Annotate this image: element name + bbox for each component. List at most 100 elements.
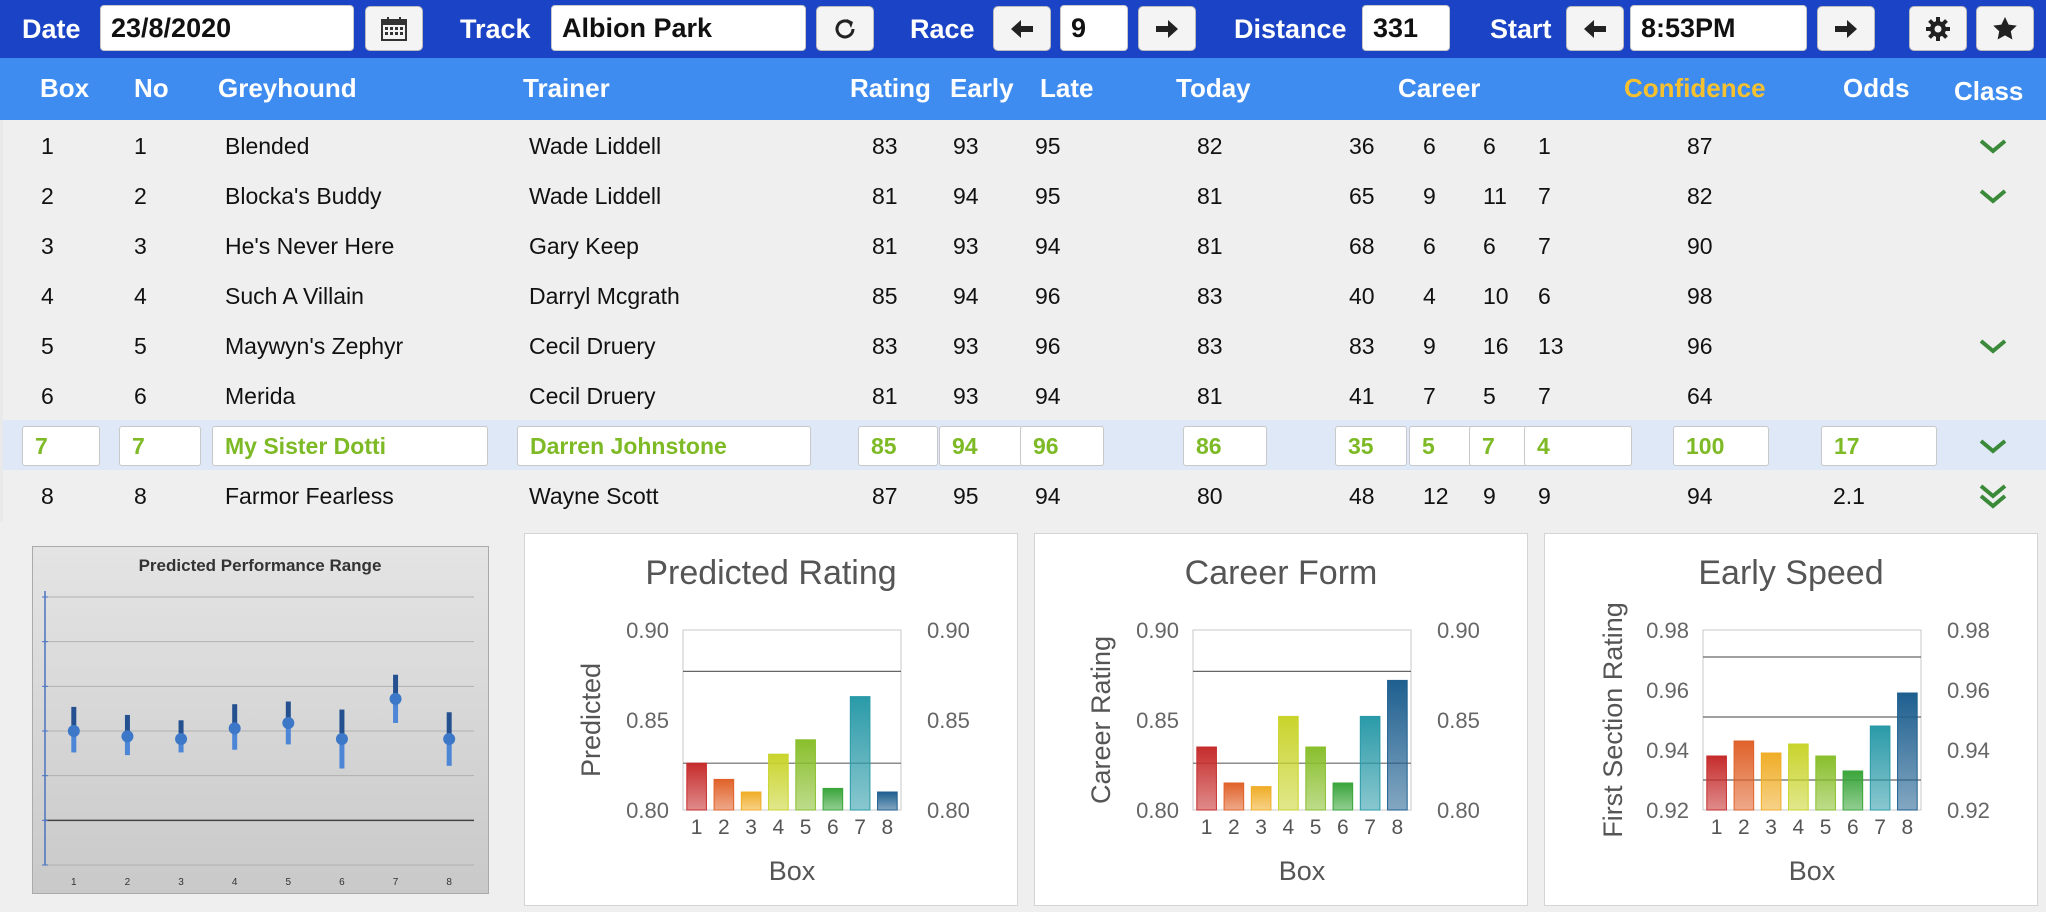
- col-box[interactable]: Box: [40, 73, 90, 103]
- start-label: Start: [1490, 14, 1552, 44]
- runner-early[interactable]: 94: [939, 426, 1023, 466]
- x-tick-label: 7: [1364, 816, 1376, 839]
- runner-today: 82: [1197, 133, 1223, 159]
- table-row[interactable]: 7 7 My Sister Dotti Darren Johnstone 85 94 96 8…: [3, 420, 2046, 470]
- col-trainer[interactable]: Trainer: [523, 73, 610, 103]
- calendar-button[interactable]: [365, 6, 423, 51]
- bar: [713, 778, 735, 811]
- y-tick-label: 0.92: [1646, 798, 1689, 823]
- runner-number: 6: [134, 383, 147, 409]
- runner-career-starts: 83: [1349, 333, 1375, 359]
- col-early[interactable]: Early: [950, 73, 1014, 103]
- y2-tick-label: 0.85: [1437, 708, 1480, 733]
- start-next-button[interactable]: [1817, 6, 1875, 51]
- runner-early: 93: [953, 383, 979, 409]
- y2-tick-label: 0.90: [927, 618, 970, 643]
- start-prev-button[interactable]: [1566, 6, 1624, 51]
- runner-confidence[interactable]: 100: [1673, 426, 1769, 466]
- runner-confidence: 90: [1687, 233, 1713, 259]
- refresh-button[interactable]: [816, 6, 874, 51]
- runner-today[interactable]: 86: [1183, 426, 1267, 466]
- col-today[interactable]: Today: [1176, 73, 1251, 103]
- runner-name: Merida: [225, 383, 296, 409]
- arrow-right-icon: [1156, 19, 1178, 38]
- table-row[interactable]: 6 6 Merida Cecil Druery 81 93 94 81 41 7 5 7 64: [3, 370, 2046, 420]
- runner-number: 3: [134, 233, 147, 259]
- x-tick-label: 1: [1711, 816, 1723, 839]
- runner-late[interactable]: 96: [1020, 426, 1104, 466]
- runner-career-thirds[interactable]: 4: [1524, 426, 1632, 466]
- bar: [1278, 715, 1299, 811]
- y2-tick-label: 0.80: [927, 798, 970, 823]
- x-tick-label: 5: [286, 877, 292, 888]
- table-row[interactable]: 1 1 Blended Wade Liddell 83 93 95 82 36 6 6 1 87: [3, 120, 2046, 170]
- data-point: [443, 733, 456, 746]
- runner-number: 5: [134, 333, 147, 359]
- arrow-right-icon: [1835, 19, 1857, 38]
- runner-career-starts[interactable]: 35: [1335, 426, 1407, 466]
- runner-number[interactable]: 7: [119, 426, 201, 466]
- table-row[interactable]: 5 5 Maywyn's Zephyr Cecil Druery 83 93 96 83 83 9…: [3, 320, 2046, 370]
- bar: [1897, 692, 1918, 811]
- col-odds[interactable]: Odds: [1843, 73, 1910, 103]
- bar: [1760, 752, 1782, 811]
- table-row[interactable]: 2 2 Blocka's Buddy Wade Liddell 81 94 95 81 65 9 1…: [3, 170, 2046, 220]
- runner-career-wins[interactable]: 5: [1409, 426, 1477, 466]
- runner-career-seconds: 6: [1483, 133, 1496, 159]
- bar: [1332, 782, 1354, 811]
- col-class[interactable]: Class: [1954, 76, 2024, 106]
- x-tick-label: 2: [1738, 816, 1750, 839]
- y2-tick-label: 0.85: [927, 708, 970, 733]
- star-icon: [1993, 16, 2017, 39]
- runner-trainer[interactable]: Darren Johnstone: [517, 426, 811, 466]
- race-label: Race: [910, 14, 975, 44]
- runner-career-seconds: 9: [1483, 483, 1496, 509]
- date-field[interactable]: 23/8/2020: [100, 5, 354, 51]
- data-point: [121, 730, 134, 743]
- col-confidence[interactable]: Confidence: [1624, 73, 1766, 103]
- runner-career-thirds: 7: [1538, 233, 1551, 259]
- track-field[interactable]: Albion Park: [551, 5, 806, 51]
- col-late[interactable]: Late: [1040, 73, 1094, 103]
- col-career[interactable]: Career: [1398, 73, 1481, 103]
- data-point: [175, 733, 188, 746]
- runner-early: 95: [953, 483, 979, 509]
- bar: [1788, 743, 1809, 811]
- runner-rating: 81: [872, 233, 898, 259]
- favourite-button[interactable]: [1976, 6, 2034, 51]
- refresh-icon: [835, 18, 855, 38]
- y-tick-label: 0.85: [626, 708, 669, 733]
- col-greyhound[interactable]: Greyhound: [218, 73, 357, 103]
- runner-today: 83: [1197, 333, 1223, 359]
- start-field[interactable]: 8:53PM: [1630, 5, 1807, 51]
- distance-field[interactable]: 331: [1362, 5, 1450, 51]
- race-field[interactable]: 9: [1060, 5, 1128, 51]
- runner-name: Such A Villain: [225, 283, 364, 309]
- runner-box[interactable]: 7: [22, 426, 100, 466]
- runner-confidence: 87: [1687, 133, 1713, 159]
- table-header: Box No Greyhound Trainer Rating Early La…: [0, 58, 2046, 120]
- table-row[interactable]: 4 4 Such A Villain Darryl Mcgrath 85 94 96 83 40…: [3, 270, 2046, 320]
- col-rating[interactable]: Rating: [850, 73, 931, 103]
- runner-rating: 85: [872, 283, 898, 309]
- table-row[interactable]: 3 3 He's Never Here Gary Keep 81 93 94 81 68 6 6 7 9…: [3, 220, 2046, 270]
- col-no[interactable]: No: [134, 73, 169, 103]
- race-next-button[interactable]: [1138, 6, 1196, 51]
- bar: [1250, 786, 1272, 811]
- bar: [1387, 679, 1408, 811]
- gear-icon: [1926, 16, 1950, 41]
- runner-late: 94: [1035, 483, 1061, 509]
- runner-name[interactable]: My Sister Dotti: [212, 426, 488, 466]
- runner-box: 8: [41, 483, 54, 509]
- settings-button[interactable]: [1909, 6, 1967, 51]
- runner-odds[interactable]: 17: [1821, 426, 1937, 466]
- bar: [1733, 740, 1755, 811]
- table-row[interactable]: 8 8 Farmor Fearless Wayne Scott 87 95 94 80 48 12…: [3, 470, 2046, 520]
- runner-career-wins: 6: [1423, 233, 1436, 259]
- x-axis-label: Box: [1279, 856, 1326, 886]
- runner-rating: 81: [872, 183, 898, 209]
- runner-rating: 87: [872, 483, 898, 509]
- race-prev-button[interactable]: [993, 6, 1051, 51]
- early-speed-chart: Early Speed 0.92 0.92 0.94 0.94 0.96 0.96 0.98 0…: [1598, 554, 1990, 886]
- runner-rating[interactable]: 85: [858, 426, 938, 466]
